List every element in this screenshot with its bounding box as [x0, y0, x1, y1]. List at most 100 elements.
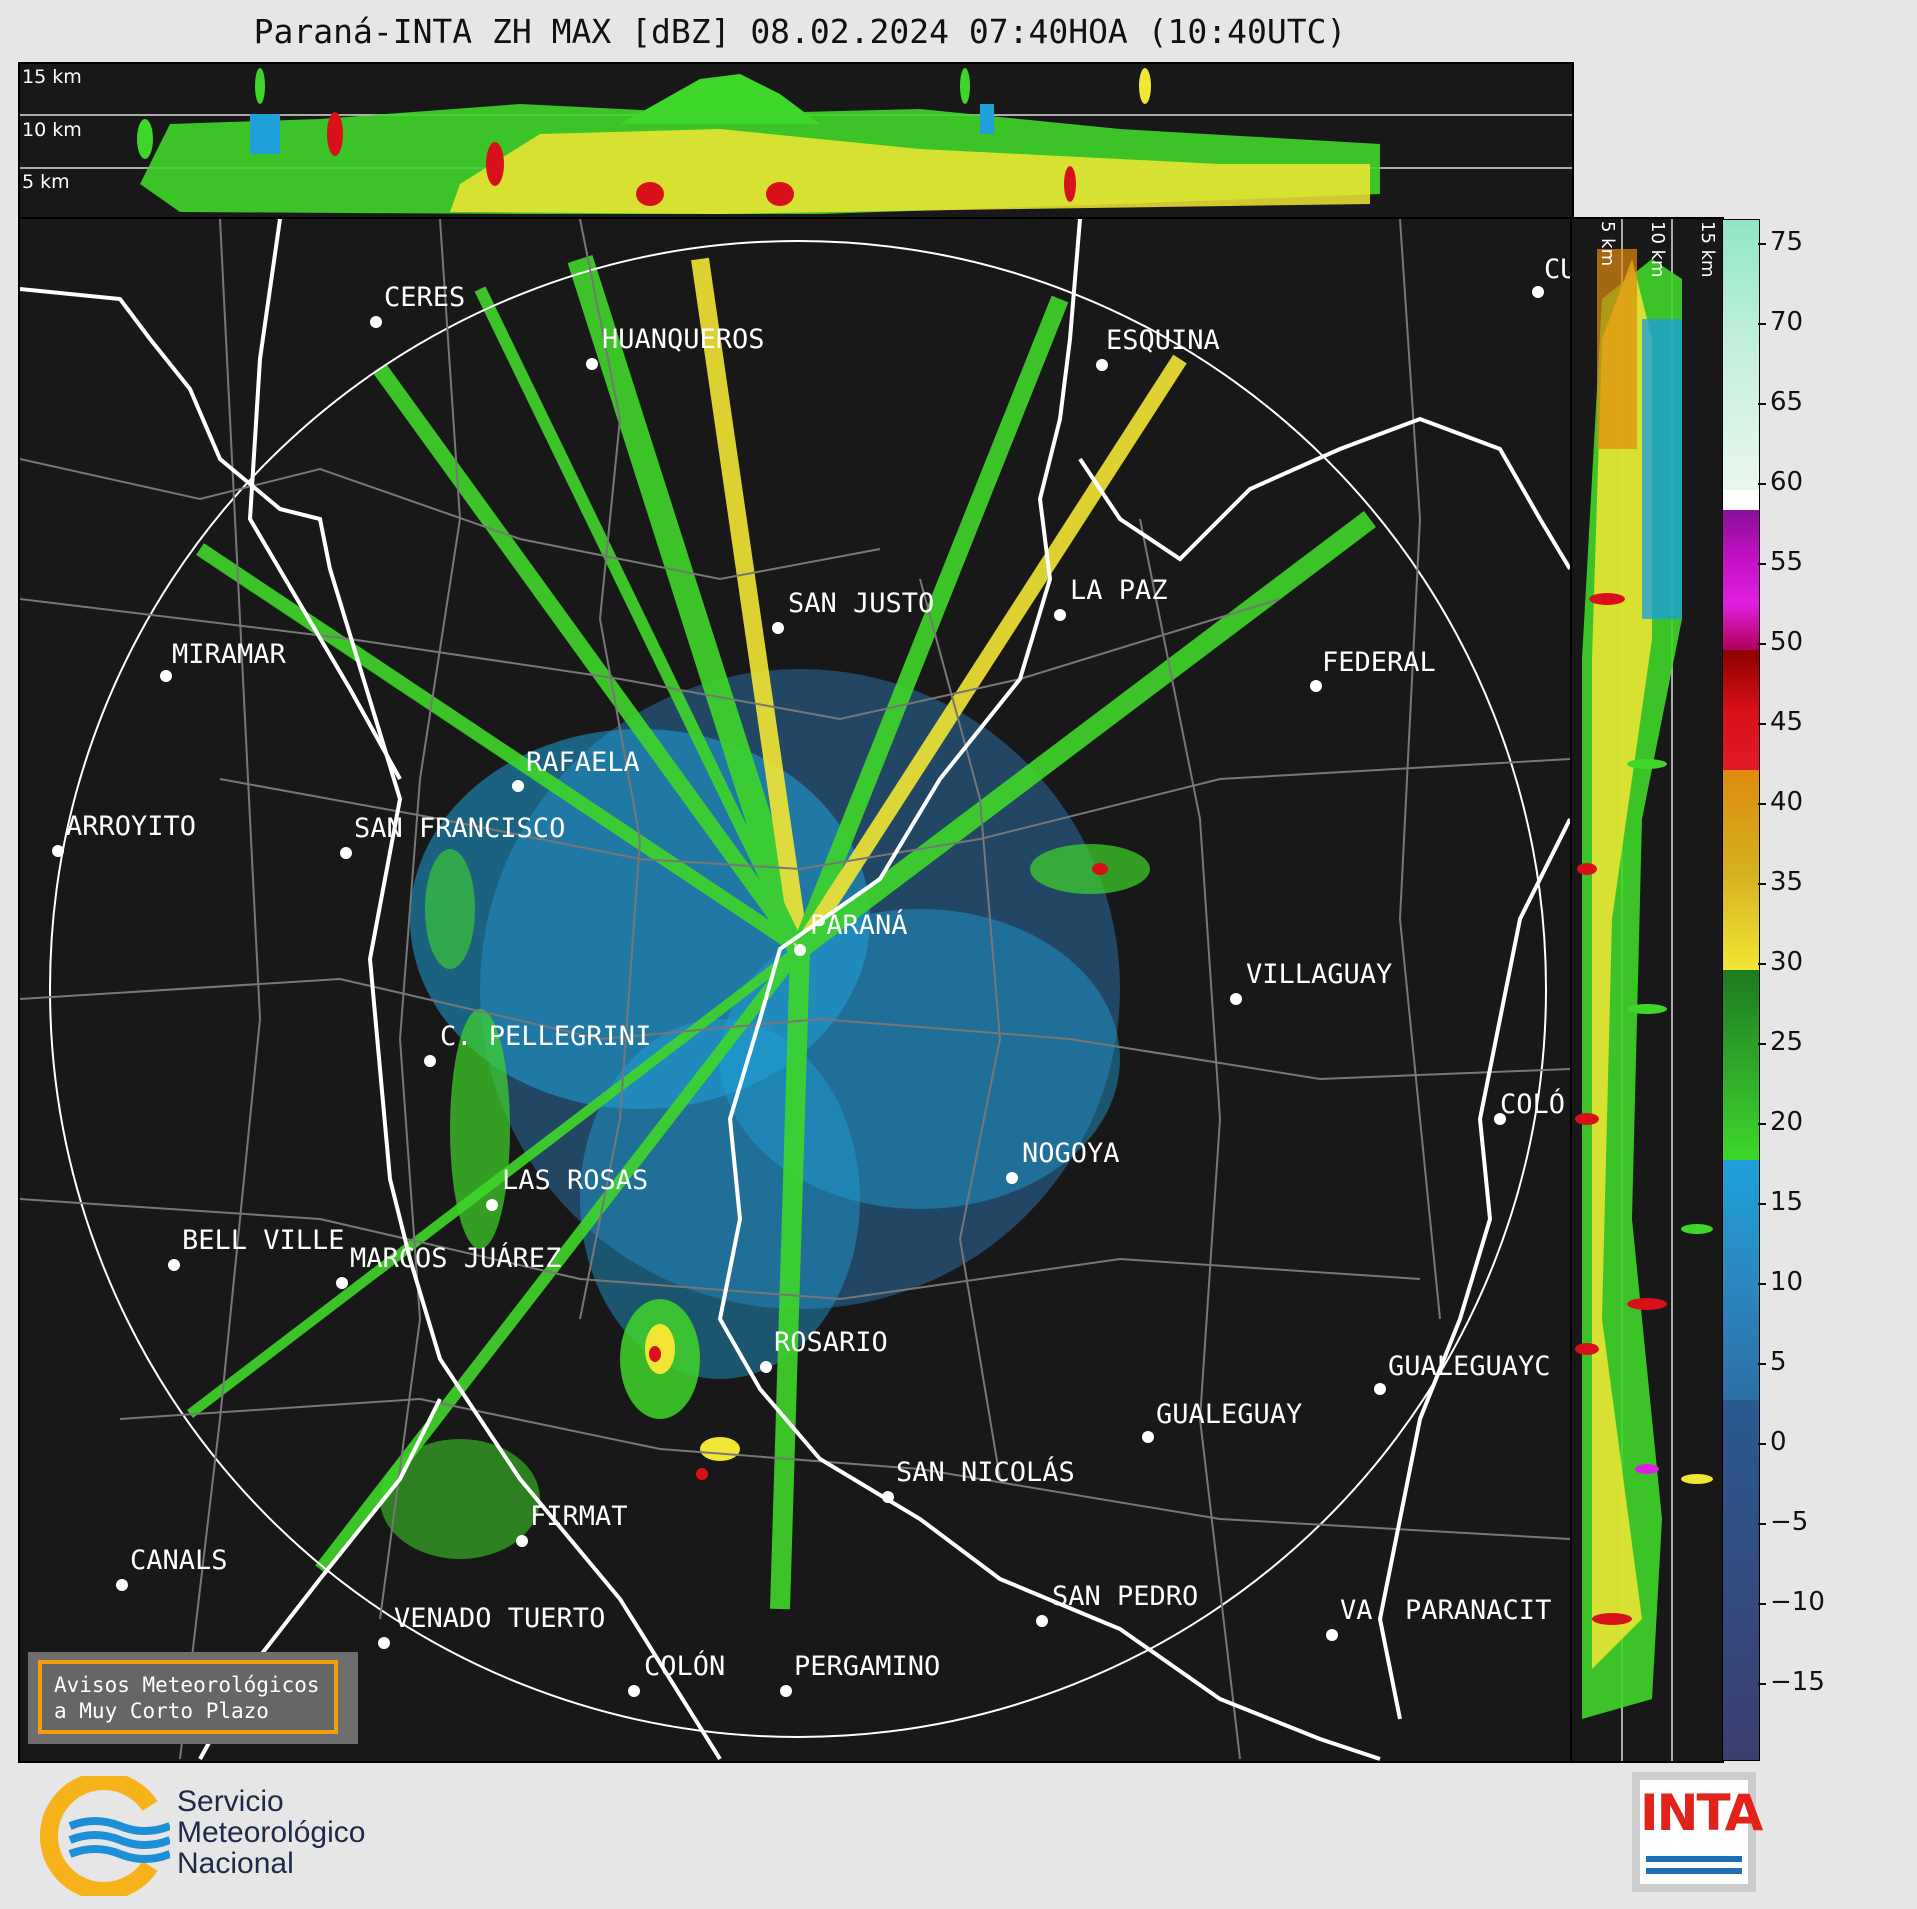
city-label-gualeguay: GUALEGUAY	[1156, 1399, 1303, 1430]
avisos-line2: a Muy Corto Plazo	[54, 1699, 269, 1723]
altitude-label-10km-vertical: 10 km	[1647, 221, 1668, 278]
city-dot-rafaela	[512, 780, 524, 792]
city-label-nogoya: NOGOYA	[1022, 1138, 1120, 1169]
city-label-pergamino: PERGAMINO	[794, 1651, 941, 1682]
city-label-la-paz: LA PAZ	[1070, 575, 1168, 606]
smn-logo-icon	[39, 1776, 170, 1896]
smn-wordmark: Servicio Meteorológico Nacional	[177, 1786, 365, 1879]
colorbar-label-50: 50	[1770, 627, 1804, 657]
smn-line1: Servicio	[177, 1785, 284, 1818]
city-dot-san-pedro	[1036, 1615, 1048, 1627]
city-dot-la-paz	[1054, 609, 1066, 621]
city-label-gualeguaychu: GUALEGUAYC	[1388, 1351, 1551, 1382]
colorbar-label-70: 70	[1770, 307, 1804, 337]
city-dot-venado-tuerto	[378, 1637, 390, 1649]
city-dot-va-paranacito	[1326, 1629, 1338, 1641]
city-label-venado-tuerto: VENADO TUERTO	[394, 1603, 606, 1634]
reflectivity-colorbar	[1722, 219, 1760, 1761]
radar-map-layer	[20, 219, 1570, 1761]
province-boundaries	[20, 219, 1570, 1761]
altitude-label-15km: 15 km	[22, 66, 82, 88]
city-dot-arroyito	[52, 845, 64, 857]
right-cross-section: 5 km 10 km 15 km	[1570, 217, 1724, 1763]
colorbar-label-15: 15	[1770, 1187, 1804, 1217]
city-label-colo: COLÓ	[1500, 1089, 1566, 1120]
colorbar-label-10: 10	[1770, 1267, 1804, 1297]
city-dot-parana	[794, 944, 806, 956]
city-dot-miramar	[160, 670, 172, 682]
city-dot-bell-ville	[168, 1259, 180, 1271]
colorbar-label-minus10: −10	[1770, 1587, 1825, 1617]
city-dot-ceres	[370, 316, 382, 328]
city-dot-nogoya	[1006, 1172, 1018, 1184]
inta-logo: INTA	[1632, 1772, 1763, 1892]
city-dot-esquina	[1096, 359, 1108, 371]
colorbar-label-75: 75	[1770, 227, 1804, 257]
city-label-san-francisco: SAN FRANCISCO	[354, 813, 566, 844]
city-label-miramar: MIRAMAR	[172, 639, 286, 670]
city-label-san-pedro: SAN PEDRO	[1052, 1581, 1199, 1612]
colorbar-label-30: 30	[1770, 947, 1804, 977]
colorbar-label-20: 20	[1770, 1107, 1804, 1137]
city-label-esquina: ESQUINA	[1106, 325, 1220, 356]
altitude-label-10km: 10 km	[22, 119, 82, 141]
city-label-cu: CU	[1544, 254, 1570, 285]
city-label-huanqueros: HUANQUEROS	[602, 324, 765, 355]
city-label-colon: COLÓN	[644, 1651, 726, 1682]
city-dot-san-justo	[772, 622, 784, 634]
city-label-villaguay: VILLAGUAY	[1246, 959, 1393, 990]
city-dot-las-rosas	[486, 1199, 498, 1211]
colorbar-label-5: 5	[1770, 1347, 1787, 1377]
city-label-marcos-juarez: MARCOS JUÁREZ	[350, 1243, 562, 1274]
city-label-rosario: ROSARIO	[774, 1327, 888, 1358]
city-label-parana: PARANÁ	[810, 910, 908, 941]
avisos-button[interactable]: Avisos Meteorológicos a Muy Corto Plazo	[38, 1660, 338, 1734]
city-dot-gualeguaychu	[1374, 1383, 1386, 1395]
avisos-line1: Avisos Meteorológicos	[54, 1673, 320, 1697]
city-dot-villaguay	[1230, 993, 1242, 1005]
altitude-label-15km-vertical: 15 km	[1697, 221, 1718, 278]
colorbar-label-minus5: −5	[1770, 1507, 1809, 1537]
storm-cells	[380, 844, 1150, 1559]
colorbar-label-35: 35	[1770, 867, 1804, 897]
range-ring	[49, 240, 1547, 1738]
top-cross-section-echoes	[20, 68, 1572, 214]
city-dot-firmat	[516, 1535, 528, 1547]
city-dot-marcos-juarez	[336, 1277, 348, 1289]
right-cross-section-echoes	[1575, 219, 1713, 1761]
colorbar-label-0: 0	[1770, 1427, 1787, 1457]
city-label-federal: FEDERAL	[1322, 647, 1436, 678]
colorbar-label-45: 45	[1770, 707, 1804, 737]
city-dot-san-nicolas	[882, 1491, 894, 1503]
city-dot-cu	[1532, 286, 1544, 298]
city-dot-pergamino	[780, 1685, 792, 1697]
top-cross-section: 15 km 10 km 5 km	[18, 62, 1574, 219]
colorbar-label-55: 55	[1770, 547, 1804, 577]
city-dot-huanqueros	[586, 358, 598, 370]
colorbar-label-40: 40	[1770, 787, 1804, 817]
city-dot-gualeguay	[1142, 1431, 1154, 1443]
colorbar-label-65: 65	[1770, 387, 1804, 417]
city-label-bell-ville: BELL VILLE	[182, 1225, 345, 1256]
city-dot-canals	[116, 1579, 128, 1591]
department-boundaries	[20, 219, 1570, 1760]
colorbar-label-minus15: −15	[1770, 1667, 1825, 1697]
city-label-c-pellegrini: C. PELLEGRINI	[440, 1021, 652, 1052]
city-dot-colon	[628, 1685, 640, 1697]
city-dot-san-francisco	[340, 847, 352, 859]
city-dot-colo	[1494, 1113, 1506, 1125]
radar-map[interactable]: CERES HUANQUEROS ESQUINA CU SAN JUSTO LA…	[18, 217, 1572, 1763]
city-dot-federal	[1310, 680, 1322, 692]
city-label-san-justo: SAN JUSTO	[788, 588, 935, 619]
smn-line2: Meteorológico	[177, 1816, 366, 1849]
city-label-canals: CANALS	[130, 1545, 228, 1576]
city-dot-c-pellegrini	[424, 1055, 436, 1067]
colorbar-label-25: 25	[1770, 1027, 1804, 1057]
city-label-san-nicolas: SAN NICOLÁS	[896, 1457, 1075, 1488]
map-title: Paraná-INTA ZH MAX [dBZ] 08.02.2024 07:4…	[253, 12, 1347, 51]
smn-line3: Nacional	[177, 1847, 294, 1880]
altitude-label-5km-vertical: 5 km	[1597, 221, 1618, 267]
city-label-ceres: CERES	[384, 282, 466, 313]
city-label-las-rosas: LAS ROSAS	[502, 1165, 649, 1196]
city-label-va-paranacito: VA. PARANACIT	[1340, 1595, 1552, 1626]
